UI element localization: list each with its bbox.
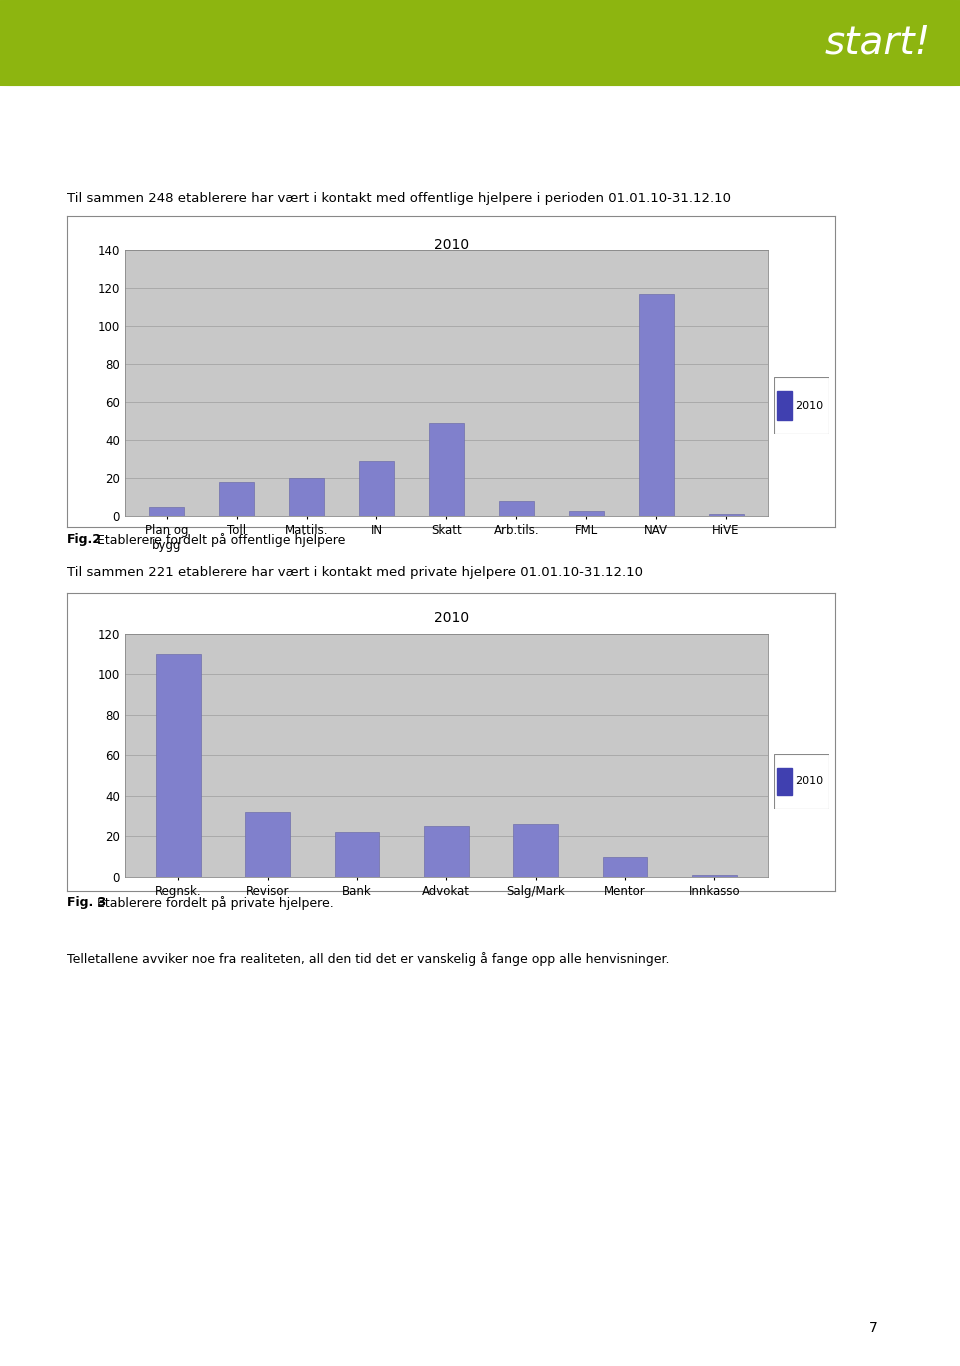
Bar [429,423,464,516]
Text: 2010: 2010 [795,400,823,411]
Bar [499,501,534,516]
Text: Fig.2: Fig.2 [67,533,102,546]
Bar [777,391,792,419]
Bar [692,876,736,877]
FancyBboxPatch shape [774,377,829,434]
FancyBboxPatch shape [0,0,960,85]
Bar [568,511,604,516]
Bar [708,515,744,516]
Text: start!: start! [825,23,931,61]
Text: Til sammen 248 etablerere har vært i kontakt med offentlige hjelpere i perioden : Til sammen 248 etablerere har vært i kon… [67,191,732,205]
Bar [514,824,558,877]
Bar [424,826,468,877]
Bar [149,507,184,516]
Bar [289,478,324,516]
Bar [777,768,792,795]
Bar [335,832,379,877]
Text: 2010: 2010 [434,611,468,624]
Text: Etablerere fordelt på private hjelpere.: Etablerere fordelt på private hjelpere. [93,896,333,910]
Text: Fig. 3: Fig. 3 [67,896,107,910]
Bar [219,482,254,516]
Bar [156,654,201,877]
Bar [603,856,647,877]
Text: Til sammen 221 etablerere har vært i kontakt med private hjelpere 01.01.10-31.12: Til sammen 221 etablerere har vært i kon… [67,566,643,579]
Text: 7: 7 [869,1321,878,1335]
Text: 2010: 2010 [434,238,468,251]
Bar [246,813,290,877]
Bar [359,462,394,516]
Text: Telletallene avviker noe fra realiteten, all den tid det er vanskelig å fange op: Telletallene avviker noe fra realiteten,… [67,952,670,966]
FancyBboxPatch shape [774,754,829,809]
Bar [638,294,674,516]
Text: 2010: 2010 [795,776,823,787]
Text: Etablerere fordelt på offentlige hjelpere: Etablerere fordelt på offentlige hjelper… [93,533,345,546]
